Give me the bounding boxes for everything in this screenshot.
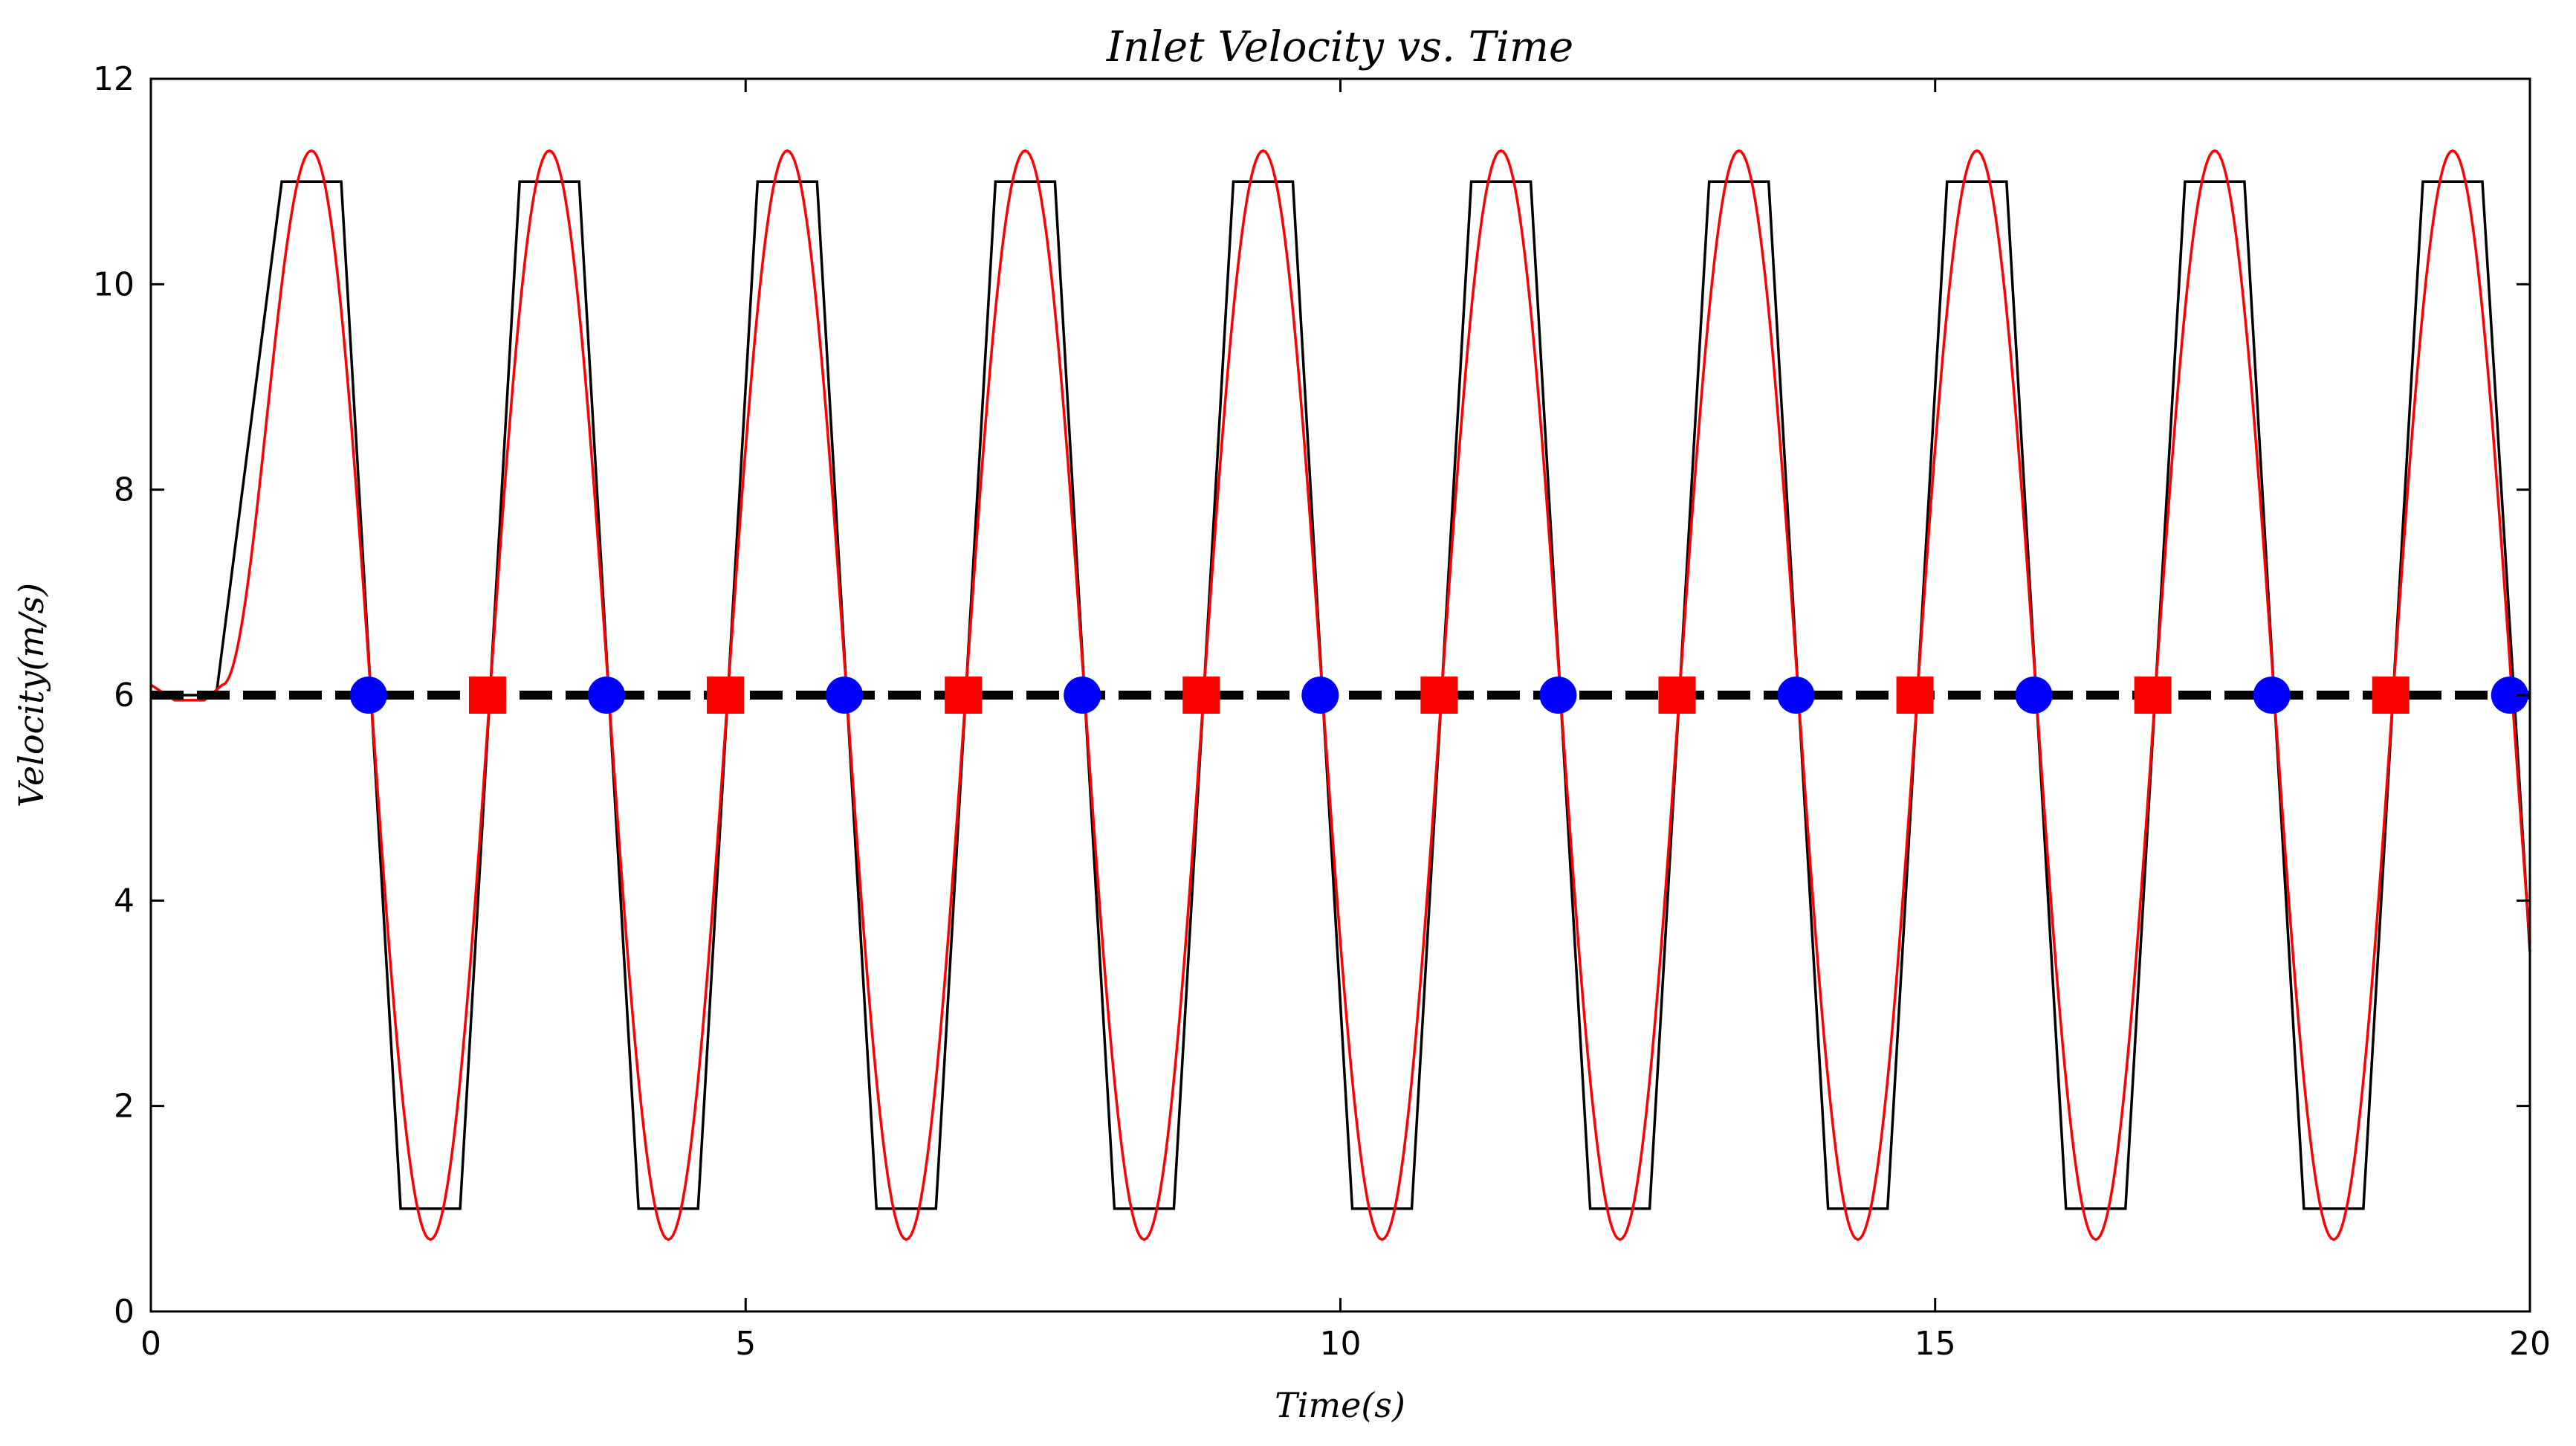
square-marker <box>1896 677 1934 714</box>
circle-marker <box>1064 677 1101 714</box>
x-tick-label: 15 <box>1915 1325 1956 1363</box>
plot-border <box>149 77 2531 1313</box>
chart-title: Inlet Velocity vs. Time <box>1106 23 1573 71</box>
x-tick-labels: 0 5 10 15 20 <box>140 1325 2551 1363</box>
x-tick-label: 20 <box>2509 1325 2551 1363</box>
y-tick-label: 12 <box>93 60 135 98</box>
y-tick-label: 0 <box>114 1293 135 1331</box>
x-tick-label: 5 <box>735 1325 756 1363</box>
y-axis-label: Velocity(m/s) <box>11 583 51 807</box>
square-marker <box>2134 677 2172 714</box>
square-marker <box>468 677 506 714</box>
circle-marker <box>1777 677 1815 714</box>
x-axis-label: Time(s) <box>1275 1385 1405 1425</box>
y-tick-label: 2 <box>114 1088 135 1126</box>
square-marker <box>707 677 745 714</box>
square-wave-line <box>151 180 2531 1210</box>
square-marker <box>1420 677 1458 714</box>
circle-marker <box>2015 677 2053 714</box>
circle-marker <box>826 677 864 714</box>
circle-marker <box>2491 677 2528 714</box>
square-marker <box>1182 677 1220 714</box>
marker-layer <box>349 677 2528 714</box>
y-tick-label: 10 <box>93 265 135 303</box>
square-marker <box>945 677 983 714</box>
circle-marker <box>2253 677 2291 714</box>
y-tick-label: 4 <box>114 882 135 920</box>
plot-frame <box>149 77 2531 1313</box>
series-layer <box>150 149 2531 1242</box>
y-tick-label: 8 <box>114 471 135 509</box>
red-curve-line <box>150 149 2531 1242</box>
circle-marker <box>587 677 625 714</box>
x-tick-label: 10 <box>1320 1325 1362 1363</box>
square-marker <box>1658 677 1696 714</box>
circle-marker <box>349 677 387 714</box>
plot-area <box>149 77 2531 1313</box>
y-tick-labels: 0 2 4 6 8 10 12 <box>93 60 135 1331</box>
square-marker <box>2372 677 2410 714</box>
y-tick-label: 6 <box>114 677 135 714</box>
circle-marker <box>1539 677 1577 714</box>
circle-marker <box>1301 677 1339 714</box>
x-tick-label: 0 <box>140 1325 161 1363</box>
